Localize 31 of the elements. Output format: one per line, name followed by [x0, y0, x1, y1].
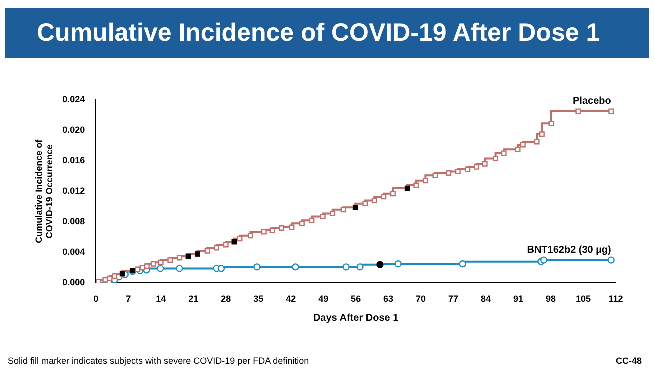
y-tick-label: 0.000: [62, 278, 86, 288]
x-tick-label: 112: [608, 294, 624, 304]
x-axis-title: Days After Dose 1: [313, 312, 400, 324]
x-tick-label: 21: [188, 294, 199, 304]
chart-title: Cumulative Incidence of COVID-19 After Dose 1: [5, 8, 649, 58]
y-tick-label: 0.020: [62, 125, 86, 136]
text: CC-48: [616, 356, 642, 366]
x-tick-label: 7: [126, 294, 132, 304]
x-tick-label: 84: [481, 294, 492, 304]
x-tick-label: 35: [254, 294, 264, 304]
x-tick-label: 70: [416, 294, 426, 304]
y-tick-label: 0.008: [62, 216, 86, 227]
y-tick-label: 0.024: [62, 94, 86, 104]
text: Solid fill marker indicates subjects with severe COVID-19 per FDA definition: [8, 356, 310, 366]
x-tick-label: 42: [286, 294, 296, 304]
x-tick-label: 98: [546, 294, 556, 304]
x-tick-label: 28: [221, 294, 232, 304]
x-tick-label: 77: [448, 294, 459, 304]
y-axis-title: Cumulative Incidence of COVID-19 Occurrence: [34, 138, 55, 244]
series-label: BNT162b2 (30 µg): [527, 245, 612, 256]
x-tick-label: 49: [318, 294, 329, 304]
y-tick-label: 0.012: [62, 186, 86, 196]
x-tick-label: 56: [351, 294, 362, 304]
y-tick-label: 0.016: [62, 156, 86, 166]
x-tick-label: 105: [576, 294, 592, 304]
series-label: Placebo: [573, 96, 612, 108]
x-tick-label: 14: [156, 294, 166, 304]
x-tick-label: 63: [384, 294, 394, 304]
y-tick-label: 0.004: [62, 247, 86, 258]
x-tick-label: 91: [514, 294, 524, 304]
x-tick-label: 0: [94, 294, 99, 304]
